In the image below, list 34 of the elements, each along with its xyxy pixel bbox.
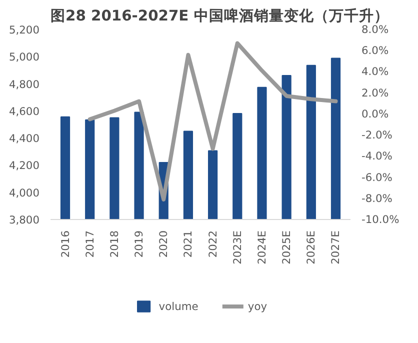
chart-title: 图28 2016-2027E 中国啤酒销量变化（万千升） (50, 6, 389, 24)
y2-tick-label: 2.0% (362, 86, 389, 100)
x-tick-label: 2021 (182, 230, 195, 258)
legend-label: yoy (248, 300, 268, 313)
y-tick-label: 4,800 (8, 78, 40, 91)
x-tick-label: 2026E (304, 230, 318, 264)
y2-tick-label: -4.0% (362, 150, 392, 163)
y-tick-label: 4,000 (8, 186, 40, 200)
x-tick-label: 2023E (230, 230, 244, 264)
x-tick-label: 2024E (255, 230, 268, 264)
y-tick-label: 4,400 (8, 132, 40, 146)
x-tick-label: 2019 (132, 230, 146, 258)
y-tick-label: 5,000 (8, 50, 40, 64)
y2-tick-label: -8.0% (362, 192, 392, 205)
x-tick-label: 2027E (329, 230, 342, 264)
x-tick-label: 2018 (108, 230, 121, 258)
y-tick-label: 4,200 (8, 159, 40, 172)
y-tick-label: 4,600 (8, 104, 40, 118)
x-tick-label: 2020 (157, 230, 170, 258)
x-tick-label: 2016 (58, 230, 72, 258)
y2-tick-label: 6.0% (362, 44, 389, 58)
y2-tick-label: 0.0% (362, 107, 389, 120)
y-tick-label: 3,800 (8, 214, 40, 226)
y2-tick-label: -6.0% (362, 170, 392, 184)
line-series (88, 41, 338, 202)
y2-tick-label: 8.0% (362, 23, 389, 36)
y2-tick-label: 4.0% (362, 65, 389, 78)
legend-label: volume (158, 300, 198, 313)
x-tick-label: 2025E (280, 230, 294, 264)
x-tick-label: 2017 (83, 230, 96, 258)
x-tick-label: 2022 (206, 230, 220, 258)
y-tick-label: 5,200 (8, 24, 40, 36)
y2-tick-label: -2.0% (362, 128, 392, 142)
y2-tick-label: -10.0% (362, 213, 400, 226)
